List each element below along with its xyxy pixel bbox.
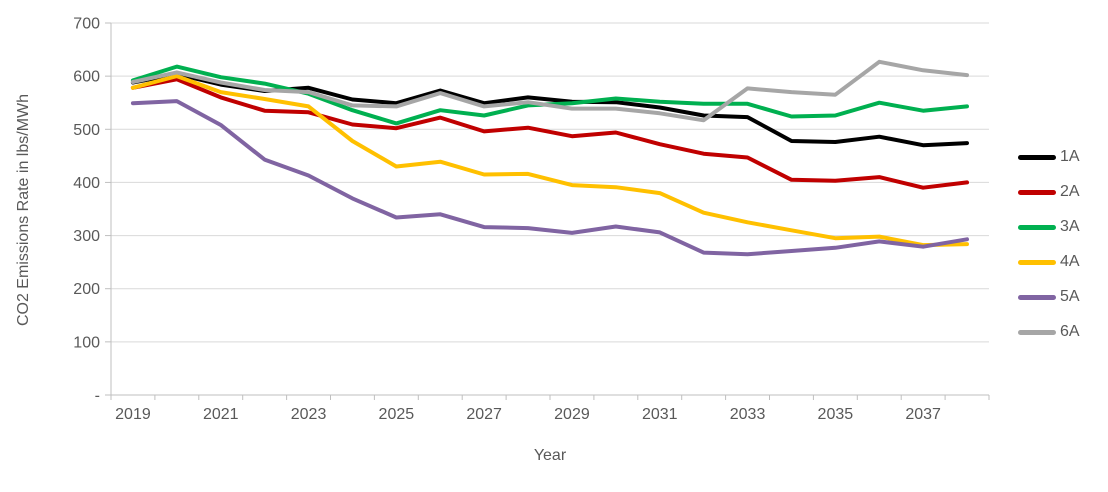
y-tick-label: 100 xyxy=(73,334,100,351)
legend-swatch-5A xyxy=(1018,294,1056,300)
x-tick-label-2029: 2029 xyxy=(554,406,590,423)
legend-item-2A: 2A xyxy=(1018,181,1080,203)
legend-item-1A: 1A xyxy=(1018,146,1080,168)
legend-item-6A: 6A xyxy=(1018,321,1080,343)
legend-swatch-2A xyxy=(1018,189,1056,195)
x-tick-label-2019: 2019 xyxy=(115,406,151,423)
legend-item-5A: 5A xyxy=(1018,286,1080,308)
y-tick-label: 700 xyxy=(73,16,100,33)
legend-label-1A: 1A xyxy=(1060,148,1080,165)
x-tick-label-2025: 2025 xyxy=(379,406,415,423)
y-tick-label: 300 xyxy=(73,228,100,245)
x-tick-label-2027: 2027 xyxy=(466,406,502,423)
y-tick-label: - xyxy=(95,388,100,405)
legend-label-4A: 4A xyxy=(1060,253,1080,270)
series-line-2A xyxy=(130,77,969,190)
y-tick-label: 500 xyxy=(73,122,100,139)
legend-label-2A: 2A xyxy=(1060,183,1080,200)
x-tick-label-2037: 2037 xyxy=(905,406,941,423)
y-tick-label: 400 xyxy=(73,175,100,192)
series-line-5A xyxy=(130,99,969,257)
legend: 1A 2A 3A 4A 5A 6A xyxy=(1018,146,1080,343)
legend-swatch-6A xyxy=(1018,329,1056,335)
legend-label-6A: 6A xyxy=(1060,323,1080,340)
series-line-3A xyxy=(130,64,969,126)
legend-swatch-1A xyxy=(1018,154,1056,160)
y-axis-title: CO2 Emissions Rate in lbs/MWh xyxy=(15,93,32,327)
legend-label-5A: 5A xyxy=(1060,288,1080,305)
legend-swatch-4A xyxy=(1018,259,1056,265)
series-line-6A xyxy=(130,59,969,123)
x-tick-label-2033: 2033 xyxy=(730,406,766,423)
x-tick-label-2023: 2023 xyxy=(291,406,327,423)
series-line-4A xyxy=(130,74,969,248)
x-tick-label-2031: 2031 xyxy=(642,406,678,423)
legend-label-3A: 3A xyxy=(1060,218,1080,235)
y-tick-label: 200 xyxy=(73,281,100,298)
x-tick-label-2035: 2035 xyxy=(818,406,854,423)
x-axis-title: Year xyxy=(533,447,567,464)
legend-item-3A: 3A xyxy=(1018,216,1080,238)
legend-item-4A: 4A xyxy=(1018,251,1080,273)
x-tick-label-2021: 2021 xyxy=(203,406,239,423)
y-tick-label: 600 xyxy=(73,69,100,86)
legend-swatch-3A xyxy=(1018,224,1056,230)
